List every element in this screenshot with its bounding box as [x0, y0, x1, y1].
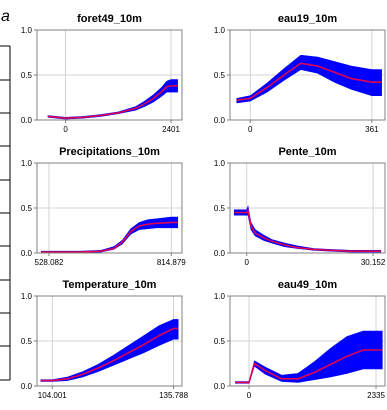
chart-panel: Pente_10m 0.0 0.5 1.0 0 30.152	[214, 146, 386, 267]
x-tick-label: 361	[365, 125, 379, 134]
chart-title: eau19_10m	[278, 13, 338, 25]
confidence-band	[236, 54, 382, 104]
chart-title: eau49_10m	[278, 279, 338, 291]
y-tick-label: 1.0	[214, 292, 226, 301]
y-tick-label: 1.0	[214, 159, 226, 168]
chart-title: foret49_10m	[77, 13, 142, 25]
left-edge-frame	[0, 45, 11, 381]
y-tick-label: 0.5	[21, 71, 33, 80]
x-tick-label: 135.788	[159, 391, 188, 400]
y-tick-label: 0.0	[214, 382, 226, 391]
chart-panel: eau19_10m 0.0 0.5 1.0 0 361	[214, 13, 386, 134]
mean-line	[234, 208, 381, 252]
mean-line	[47, 85, 178, 120]
panel-letter: a	[1, 8, 10, 25]
x-tick-label: 0	[248, 125, 253, 134]
confidence-band	[235, 330, 383, 384]
chart-title: Precipitations_10m	[59, 146, 160, 158]
y-tick-label: 0.0	[214, 116, 226, 125]
mean-line	[236, 62, 382, 101]
chart-title: Temperature_10m	[63, 279, 157, 291]
y-tick-label: 1.0	[21, 159, 33, 168]
y-tick-label: 0.0	[21, 116, 33, 125]
x-tick-label: 814.879	[157, 258, 186, 267]
y-tick-label: 0.0	[21, 382, 33, 391]
chart-title: Pente_10m	[278, 146, 336, 158]
x-tick-label: 30.152	[361, 258, 386, 267]
y-tick-label: 0.5	[214, 71, 226, 80]
y-tick-label: 0.5	[21, 337, 33, 346]
y-tick-label: 0.0	[21, 249, 33, 258]
x-tick-label: 0	[245, 258, 250, 267]
mean-line	[40, 327, 179, 382]
x-tick-label: 528.082	[35, 258, 64, 267]
chart-panel: foret49_10m 0.0 0.5 1.0 0 2401	[21, 13, 183, 134]
mean-line	[41, 221, 178, 253]
mean-line	[235, 349, 383, 384]
y-tick-label: 0.5	[21, 204, 33, 213]
confidence-band	[40, 319, 179, 382]
y-tick-label: 1.0	[21, 26, 33, 35]
x-tick-label: 0	[63, 125, 68, 134]
chart-panel: Precipitations_10m 0.0 0.5 1.0 528.082 814.87…	[21, 146, 186, 267]
y-tick-label: 1.0	[21, 292, 33, 301]
chart-panel: eau49_10m 0.0 0.5 1.0 0 2335	[214, 279, 386, 400]
x-tick-label: 2401	[162, 125, 180, 134]
x-tick-label: 0	[247, 391, 252, 400]
y-tick-label: 0.0	[214, 249, 226, 258]
x-tick-label: 104.001	[38, 391, 67, 400]
chart-panel: Temperature_10m 0.0 0.5 1.0 104.001 135.788	[21, 279, 189, 400]
x-tick-label: 2335	[367, 391, 385, 400]
y-tick-label: 0.5	[214, 337, 226, 346]
y-tick-label: 0.5	[214, 204, 226, 213]
y-tick-label: 1.0	[214, 26, 226, 35]
